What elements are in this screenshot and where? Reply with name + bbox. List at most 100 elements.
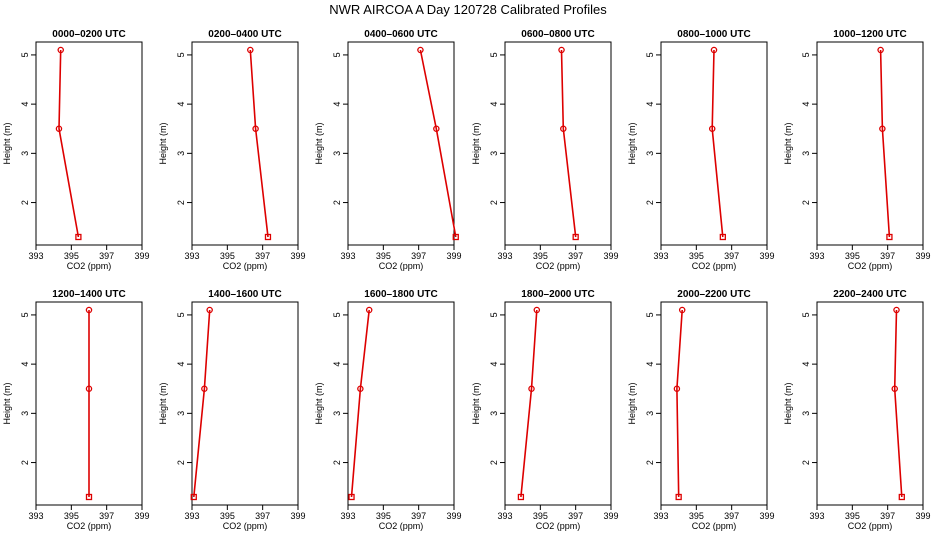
x-axis-label: CO2 (ppm) — [379, 521, 424, 531]
y-axis-label: Height (m) — [314, 122, 324, 164]
x-tick-label: 395 — [689, 251, 704, 261]
y-axis-label: Height (m) — [2, 382, 12, 424]
x-tick-label: 399 — [759, 511, 774, 521]
profile-line — [419, 49, 457, 238]
panel-title: 1600–1800 UTC — [364, 289, 437, 300]
x-tick-label: 393 — [28, 251, 43, 261]
x-tick-label: 395 — [376, 251, 391, 261]
data-point-square — [517, 493, 525, 501]
panel-title: 1200–1400 UTC — [52, 289, 125, 300]
data-point-square — [886, 233, 893, 241]
data-point-circle — [528, 385, 535, 392]
y-tick-label: 4 — [489, 102, 499, 107]
y-tick-label: 2 — [20, 200, 30, 205]
data-point-circle — [678, 306, 686, 314]
x-tick-label: 397 — [255, 511, 270, 521]
profile-line — [520, 309, 538, 498]
y-tick-label: 5 — [801, 312, 811, 317]
profile-line — [58, 49, 80, 238]
profile-panel: 0600–0800 UTC 393 395 397 399 2 3 4 5 CO2 (ppm) He… — [471, 29, 619, 271]
x-tick-label: 399 — [915, 511, 930, 521]
y-tick-label: 5 — [645, 312, 655, 317]
y-axis-label: Height (m) — [471, 382, 481, 424]
x-tick-label: 393 — [497, 251, 512, 261]
y-tick-label: 4 — [332, 102, 342, 107]
y-axis-label: Height (m) — [627, 382, 637, 424]
x-tick-label: 397 — [880, 511, 895, 521]
data-point-circle — [57, 46, 64, 54]
profile-line — [193, 309, 211, 498]
panel-title: 2200–2400 UTC — [833, 289, 906, 300]
y-axis-label: Height (m) — [2, 122, 12, 164]
y-tick-label: 4 — [332, 362, 342, 367]
x-tick-label: 393 — [340, 511, 355, 521]
y-tick-label: 2 — [801, 460, 811, 465]
data-point-circle — [85, 306, 93, 314]
data-point-circle — [893, 306, 900, 314]
y-tick-label: 5 — [332, 312, 342, 317]
data-point-circle — [365, 306, 373, 314]
data-point-circle — [206, 306, 213, 314]
x-tick-label: 395 — [376, 511, 391, 521]
data-point-square — [452, 233, 459, 241]
plot-frame — [660, 41, 768, 246]
profile-panel: 1800–2000 UTC 393 395 397 399 2 3 4 5 CO2 (ppm) He… — [471, 289, 619, 531]
x-tick-label: 393 — [809, 251, 824, 261]
data-point-circle — [417, 46, 424, 54]
y-tick-label: 5 — [20, 312, 30, 317]
plot-frame — [191, 41, 299, 246]
x-tick-label: 399 — [446, 511, 461, 521]
figure-title: NWR AIRCOA A Day 120728 Calibrated Profi… — [329, 2, 607, 17]
data-point-circle — [877, 46, 884, 54]
plot-frame — [35, 41, 143, 246]
y-axis-label: Height (m) — [783, 382, 793, 424]
x-tick-label: 397 — [568, 511, 583, 521]
data-point-circle — [252, 125, 259, 132]
plot-frame — [504, 41, 612, 246]
y-tick-label: 3 — [332, 151, 342, 156]
profile-panel: 0000–0200 UTC 393 395 397 399 2 3 4 5 CO2 (ppm) He… — [2, 29, 150, 271]
y-tick-label: 3 — [645, 151, 655, 156]
x-tick-label: 399 — [915, 251, 930, 261]
x-tick-label: 395 — [220, 251, 235, 261]
panel-title: 1400–1600 UTC — [208, 289, 281, 300]
x-axis-label: CO2 (ppm) — [536, 261, 581, 271]
y-axis-label: Height (m) — [158, 382, 168, 424]
plot-frame — [191, 301, 299, 506]
y-tick-label: 3 — [489, 411, 499, 416]
profile-line — [676, 309, 683, 498]
x-tick-label: 393 — [497, 511, 512, 521]
profile-panel: 1600–1800 UTC 393 395 397 399 2 3 4 5 CO2 (ppm) He… — [314, 289, 462, 531]
plot-frame — [816, 41, 924, 246]
x-axis-label: CO2 (ppm) — [379, 261, 424, 271]
x-axis-label: CO2 (ppm) — [223, 521, 268, 531]
x-axis-label: CO2 (ppm) — [223, 261, 268, 271]
panel-title: 0000–0200 UTC — [52, 29, 125, 40]
plot-frame — [347, 41, 455, 246]
plot-frame — [816, 301, 924, 506]
profile-panel: 1400–1600 UTC 393 395 397 399 2 3 4 5 CO2 (ppm) He… — [158, 289, 306, 531]
data-point-square — [675, 493, 682, 501]
y-tick-label: 2 — [645, 460, 655, 465]
y-tick-label: 3 — [20, 151, 30, 156]
y-tick-label: 3 — [801, 151, 811, 156]
panel-title: 0800–1000 UTC — [677, 29, 750, 40]
y-tick-label: 3 — [645, 411, 655, 416]
data-point-circle — [357, 385, 364, 392]
y-tick-label: 4 — [20, 102, 30, 107]
x-tick-label: 399 — [134, 251, 149, 261]
x-tick-label: 395 — [220, 511, 235, 521]
profile-line — [350, 309, 370, 498]
y-tick-label: 2 — [332, 460, 342, 465]
plot-frame — [660, 301, 768, 506]
y-tick-label: 4 — [645, 362, 655, 367]
data-point-square — [898, 493, 905, 501]
panel-title: 0400–0600 UTC — [364, 29, 437, 40]
x-tick-label: 395 — [64, 251, 79, 261]
plot-frame — [347, 301, 455, 506]
data-point-circle — [560, 125, 567, 132]
data-point-square — [190, 493, 197, 501]
y-tick-label: 5 — [176, 52, 186, 57]
x-axis-label: CO2 (ppm) — [67, 261, 112, 271]
panel-title: 0200–0400 UTC — [208, 29, 281, 40]
